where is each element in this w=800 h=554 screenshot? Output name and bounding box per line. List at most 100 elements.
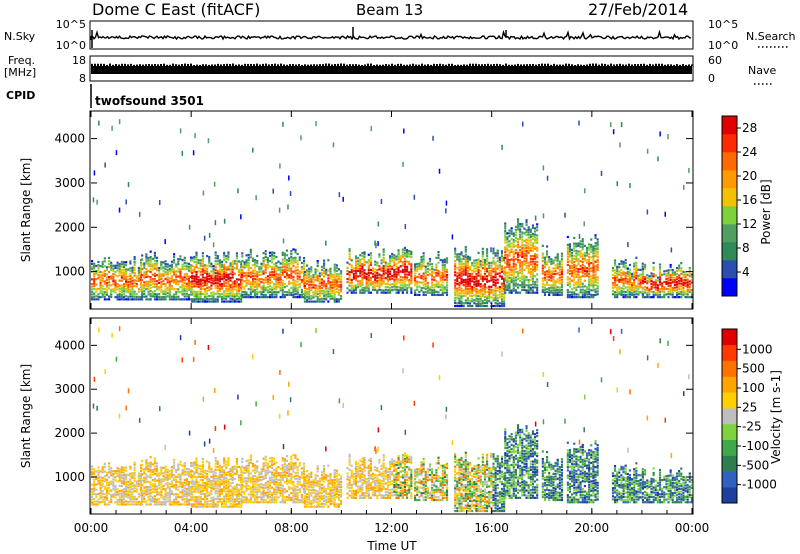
power-pixel — [199, 287, 202, 291]
power-pixel — [508, 251, 511, 255]
velocity-pixel — [193, 466, 196, 469]
power-pixel — [594, 234, 597, 237]
power-pixel — [531, 237, 534, 241]
velocity-pixel — [155, 493, 159, 496]
power-pixel — [155, 298, 159, 301]
power-pixel — [458, 263, 461, 266]
power-pixel — [577, 258, 580, 261]
velocity-pixel — [218, 467, 221, 470]
velocity-pixel — [166, 491, 169, 495]
velocity-pixel — [214, 487, 217, 490]
power-pixel — [519, 276, 522, 280]
velocity-pixel — [149, 468, 152, 471]
power-pixel — [523, 227, 526, 230]
velocity-pixel — [137, 500, 140, 504]
power-pixel — [190, 268, 193, 271]
freq-jitter — [223, 64, 225, 66]
velocity-pixel — [164, 465, 167, 468]
power-pixel — [633, 290, 636, 293]
power-pixel — [575, 288, 578, 292]
power-pixel — [393, 283, 396, 286]
power-pixel — [585, 272, 589, 275]
power-pixel — [560, 273, 564, 276]
power-pixel — [494, 273, 497, 276]
power-pixel — [678, 269, 681, 272]
freq-jitter — [301, 64, 303, 66]
power-pixel — [481, 292, 484, 295]
velocity-pixel — [164, 488, 167, 491]
power-scatter — [194, 133, 196, 139]
power-pixel — [216, 284, 219, 288]
power-pixel — [577, 270, 580, 273]
power-pixel — [652, 286, 655, 289]
power-pixel — [273, 273, 276, 276]
power-pixel — [141, 254, 144, 257]
velocity-pixel — [212, 470, 215, 473]
power-pixel — [151, 291, 154, 294]
power-pixel — [678, 276, 681, 280]
power-pixel — [529, 233, 532, 236]
power-pixel — [626, 296, 629, 299]
power-pixel — [264, 250, 267, 253]
power-pixel — [500, 252, 504, 255]
power-pixel — [125, 261, 128, 264]
power-pixel — [622, 282, 625, 285]
power-pixel — [312, 276, 315, 279]
power-pixel — [571, 274, 574, 278]
velocity-pixel — [173, 473, 176, 477]
power-pixel — [97, 263, 100, 267]
velocity-pixel — [153, 462, 156, 465]
power-pixel — [314, 271, 317, 274]
power-pixel — [521, 244, 524, 247]
power-pixel — [175, 282, 178, 286]
velocity-pixel — [145, 503, 148, 506]
power-pixel — [168, 272, 171, 275]
power-pixel — [406, 270, 409, 273]
power-pixel — [514, 267, 517, 271]
freq-right-tick-top: 60 — [708, 54, 722, 67]
power-pixel — [594, 283, 597, 287]
velocity-pixel — [168, 498, 171, 501]
power-pixel — [118, 265, 121, 268]
freq-jitter — [625, 64, 627, 66]
velocity-pixel — [168, 496, 171, 499]
velocity-pixel — [193, 487, 196, 490]
power-pixel — [688, 267, 691, 270]
power-pixel — [160, 261, 163, 264]
power-pixel — [548, 278, 551, 281]
power-pixel — [206, 270, 209, 273]
velocity-pixel — [135, 482, 138, 485]
power-pixel — [456, 279, 459, 283]
velocity-pixel — [151, 500, 154, 503]
power-pixel — [594, 278, 597, 281]
power-pixel — [529, 267, 532, 271]
power-pixel — [401, 270, 404, 274]
velocity-pixel — [201, 497, 204, 501]
power-pixel — [477, 271, 480, 274]
power-pixel — [456, 304, 459, 308]
power-pixel — [510, 227, 513, 230]
power-pixel — [422, 278, 425, 281]
power-pixel — [533, 260, 537, 263]
velocity-pixel — [179, 480, 182, 483]
power-pixel — [266, 275, 269, 278]
velocity-pixel — [135, 488, 138, 491]
velocity-pixel — [220, 481, 224, 484]
velocity-pixel — [212, 503, 215, 506]
power-pixel — [183, 279, 186, 282]
power-pixel — [471, 300, 474, 303]
power-pixel — [122, 275, 126, 278]
power-pixel — [231, 260, 234, 263]
power-pixel — [512, 282, 515, 285]
power-pixel — [688, 285, 691, 288]
power-pixel — [454, 299, 457, 302]
power-pixel — [220, 273, 224, 276]
power-pixel — [406, 273, 409, 276]
power-pixel — [641, 293, 645, 296]
power-pixel — [590, 296, 593, 299]
velocity-pixel — [199, 502, 202, 506]
power-pixel — [203, 284, 207, 287]
power-pixel — [568, 277, 572, 280]
velocity-pixel — [175, 483, 178, 487]
power-pixel — [579, 260, 582, 263]
